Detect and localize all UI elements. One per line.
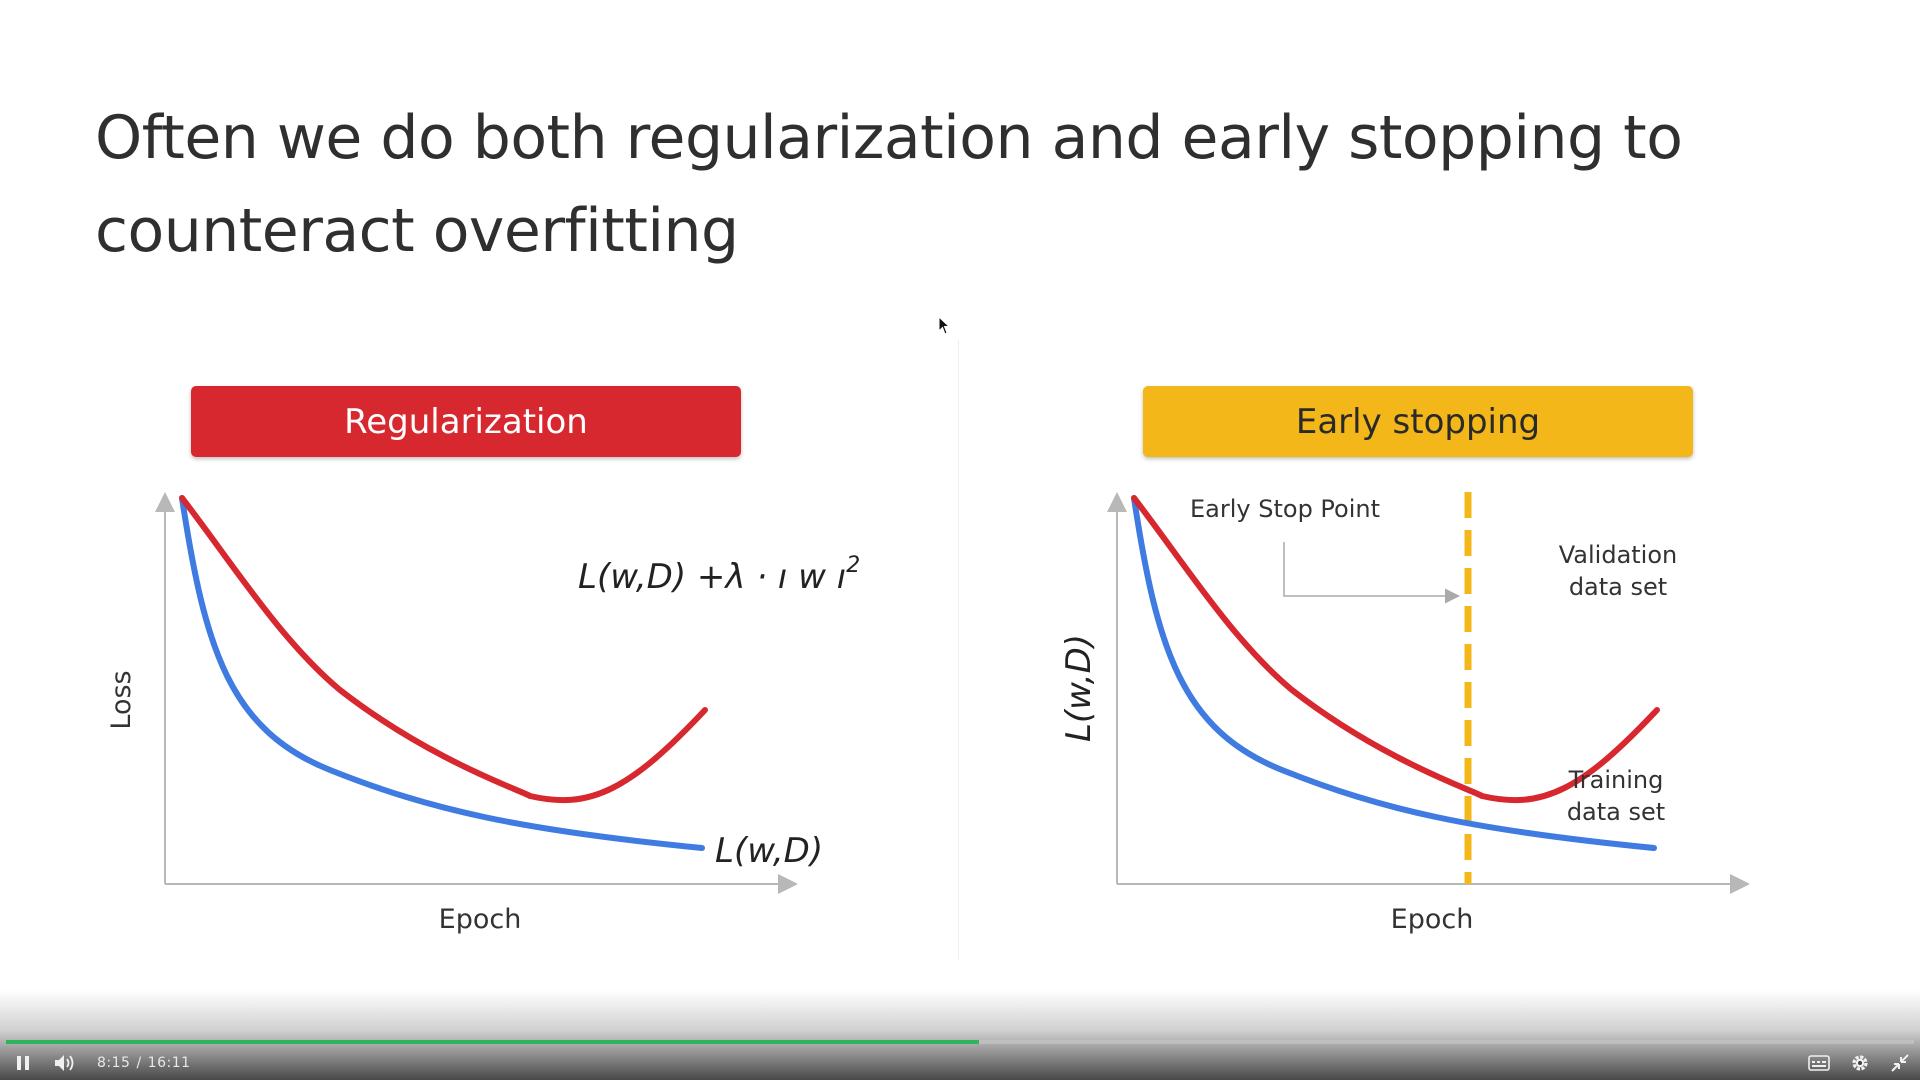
validation-loss-curve bbox=[1131, 495, 1660, 804]
regularization-chart: Loss Epoch L(w,D) +λ · ı w ı2 L(w,D) bbox=[106, 492, 860, 935]
panel-divider bbox=[958, 340, 959, 960]
progress-fill bbox=[6, 1040, 980, 1044]
captions-button[interactable] bbox=[1808, 1055, 1830, 1071]
progress-bar[interactable] bbox=[6, 1040, 1914, 1044]
y-axis-label: L(w,D) bbox=[1059, 634, 1099, 742]
early-stopping-header: Early stopping bbox=[1143, 386, 1693, 457]
training-loss-curve bbox=[1131, 495, 1657, 851]
video-player-controls: 8:15 / 16:11 bbox=[0, 990, 1920, 1080]
x-axis-label: Epoch bbox=[439, 904, 522, 935]
captions-icon bbox=[1808, 1055, 1830, 1071]
training-label: Training bbox=[1568, 766, 1664, 794]
early-stopping-chart: Early Stop Point Validation data set Tra… bbox=[1059, 492, 1750, 935]
control-row: 8:15 / 16:11 bbox=[0, 1046, 1920, 1080]
early-stop-point-label: Early Stop Point bbox=[1190, 495, 1380, 523]
training-loss-formula: L(w,D) bbox=[715, 831, 823, 871]
time-separator: / bbox=[136, 1055, 142, 1071]
duration: 16:11 bbox=[147, 1055, 191, 1071]
regularized-loss-formula: L(w,D) +λ · ı w ı2 bbox=[578, 553, 860, 597]
mouse-cursor-icon bbox=[938, 316, 951, 335]
settings-button[interactable] bbox=[1850, 1053, 1870, 1073]
time-display: 8:15 / 16:11 bbox=[94, 1055, 194, 1071]
pause-icon bbox=[17, 1056, 29, 1070]
validation-label: Validation bbox=[1559, 541, 1678, 569]
training-loss-curve bbox=[179, 495, 705, 851]
stop-point-pointer bbox=[1283, 542, 1460, 604]
x-axis-label: Epoch bbox=[1391, 904, 1474, 935]
volume-button[interactable] bbox=[54, 1053, 76, 1073]
exit-fullscreen-button[interactable] bbox=[1890, 1053, 1910, 1073]
pause-button[interactable] bbox=[14, 1054, 32, 1072]
regularized-loss-curve bbox=[179, 495, 708, 804]
validation-label-line2: data set bbox=[1569, 573, 1667, 601]
slide-title: Often we do both regularization and earl… bbox=[95, 103, 1683, 266]
training-label-line2: data set bbox=[1567, 798, 1665, 826]
right-controls bbox=[1808, 1046, 1910, 1080]
gear-icon bbox=[1852, 1055, 1868, 1071]
y-axis-label: Loss bbox=[106, 670, 137, 729]
regularization-header: Regularization bbox=[191, 386, 741, 457]
current-time: 8:15 bbox=[97, 1055, 131, 1071]
volume-icon bbox=[55, 1055, 74, 1071]
exit-fullscreen-icon bbox=[1891, 1054, 1909, 1072]
